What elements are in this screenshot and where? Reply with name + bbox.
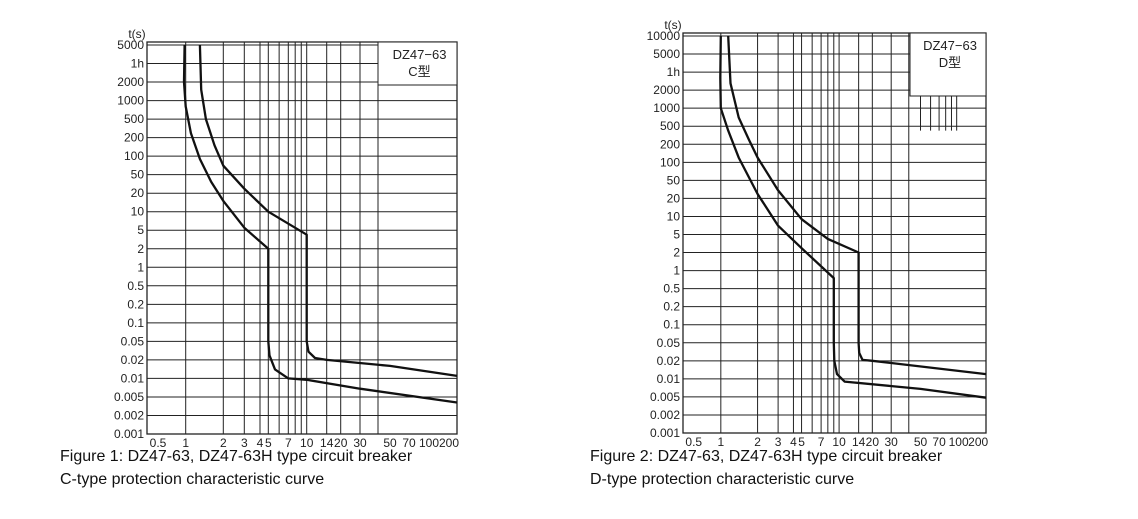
y-tick-label: 1h [131, 57, 144, 71]
x-tick-label: 4 [257, 436, 264, 450]
y-tick-label: 2 [673, 246, 680, 260]
x-tick-label: 200 [439, 436, 459, 450]
y-tick-label: 2000 [653, 83, 680, 97]
y-tick-label: 0.005 [114, 390, 144, 404]
x-tick-label: 20 [866, 435, 880, 449]
y-tick-label: 50 [131, 168, 145, 182]
curve-upper [727, 35, 987, 376]
caption-line-2: C-type protection characteristic curve [60, 471, 325, 488]
y-tick-label: 1 [137, 260, 144, 274]
y-tick-label: 200 [124, 131, 144, 145]
x-tick-label: 14 [852, 435, 866, 449]
x-tick-label: 50 [914, 435, 928, 449]
caption-line-2: D-type protection characteristic curve [590, 471, 855, 488]
x-tick-label: 3 [775, 435, 782, 449]
y-tick-label: 0.02 [657, 354, 681, 368]
legend-text: C型 [408, 64, 430, 79]
y-tick-label: 0.001 [650, 426, 680, 440]
y-tick-label: 5000 [117, 38, 144, 52]
legend-text: DZ47−63 [393, 47, 447, 62]
y-tick-label: 1000 [653, 101, 680, 115]
x-tick-label: 30 [885, 435, 899, 449]
y-tick-label: 500 [124, 112, 144, 126]
y-tick-label: 0.01 [657, 372, 681, 386]
legend-box [377, 41, 458, 86]
y-tick-label: 0.2 [127, 297, 144, 311]
legend-box [909, 32, 987, 97]
x-tick-label: 100 [949, 435, 969, 449]
x-tick-label: 20 [334, 436, 348, 450]
legend-text: D型 [939, 55, 961, 70]
y-tick-label: 0.2 [663, 300, 680, 314]
x-tick-label: 100 [419, 436, 439, 450]
y-tick-label: 100 [124, 149, 144, 163]
y-axis-label: t(s) [128, 27, 145, 41]
y-tick-label: 0.5 [127, 279, 144, 293]
y-tick-label: 100 [660, 155, 680, 169]
x-tick-label: 1 [717, 435, 724, 449]
x-tick-label: 2 [220, 436, 227, 450]
caption-line-1: Figure 2: DZ47-63, DZ47-63H type circuit… [590, 448, 943, 465]
y-tick-label: 0.02 [121, 353, 145, 367]
chart-1: 50001h200010005002001005020105210.50.20.… [114, 27, 459, 450]
x-tick-label: 5 [798, 435, 805, 449]
x-tick-label: 7 [285, 436, 292, 450]
x-tick-label: 1 [182, 436, 189, 450]
y-tick-label: 0.05 [657, 336, 681, 350]
y-tick-label: 1000 [117, 94, 144, 108]
x-tick-label: 14 [320, 436, 334, 450]
x-tick-label: 7 [818, 435, 825, 449]
y-tick-label: 2 [137, 242, 144, 256]
x-tick-label: 2 [754, 435, 761, 449]
y-tick-label: 0.01 [121, 371, 145, 385]
x-tick-label: 0.5 [150, 436, 167, 450]
y-tick-label: 0.002 [650, 408, 680, 422]
y-tick-label: 50 [667, 173, 681, 187]
x-tick-label: 200 [968, 435, 988, 449]
x-tick-label: 50 [383, 436, 397, 450]
plot-frame [146, 41, 458, 435]
y-tick-label: 20 [131, 186, 145, 200]
x-tick-label: 70 [932, 435, 946, 449]
x-tick-label: 70 [402, 436, 416, 450]
x-tick-label: 0.5 [685, 435, 702, 449]
y-tick-label: 10000 [647, 29, 681, 43]
plot-frame [682, 32, 987, 434]
y-tick-label: 0.1 [127, 316, 144, 330]
y-tick-label: 1 [673, 264, 680, 278]
caption-line-1: Figure 1: DZ47-63, DZ47-63H type circuit… [60, 448, 413, 465]
y-tick-label: 0.05 [121, 334, 145, 348]
y-tick-label: 500 [660, 119, 680, 133]
x-tick-label: 10 [832, 435, 846, 449]
y-tick-label: 2000 [117, 75, 144, 89]
x-tick-label: 30 [353, 436, 367, 450]
curve-upper [198, 44, 458, 378]
x-tick-label: 10 [300, 436, 314, 450]
y-tick-label: 200 [660, 137, 680, 151]
figure-1-caption: Figure 1: DZ47-63, DZ47-63H type circuit… [60, 445, 412, 491]
curve-lower [182, 44, 458, 404]
x-tick-label: 4 [790, 435, 797, 449]
y-tick-label: 0.005 [650, 390, 680, 404]
y-tick-label: 20 [667, 191, 681, 205]
y-tick-label: 1h [667, 65, 680, 79]
y-tick-label: 5 [673, 228, 680, 242]
y-axis-label: t(s) [664, 18, 681, 32]
y-tick-label: 10 [131, 205, 145, 219]
y-tick-label: 0.5 [663, 282, 680, 296]
y-tick-label: 0.001 [114, 427, 144, 441]
chart-2: 1000050001h200010005002001005020105210.5… [647, 18, 989, 449]
figure-2-caption: Figure 2: DZ47-63, DZ47-63H type circuit… [590, 445, 942, 491]
x-tick-label: 3 [241, 436, 248, 450]
y-tick-label: 10 [667, 209, 681, 223]
y-tick-label: 5000 [653, 47, 680, 61]
x-tick-label: 5 [265, 436, 272, 450]
y-tick-label: 0.1 [663, 318, 680, 332]
y-tick-label: 5 [137, 223, 144, 237]
curve-lower [719, 35, 987, 399]
y-tick-label: 0.002 [114, 408, 144, 422]
legend-text: DZ47−63 [923, 38, 977, 53]
